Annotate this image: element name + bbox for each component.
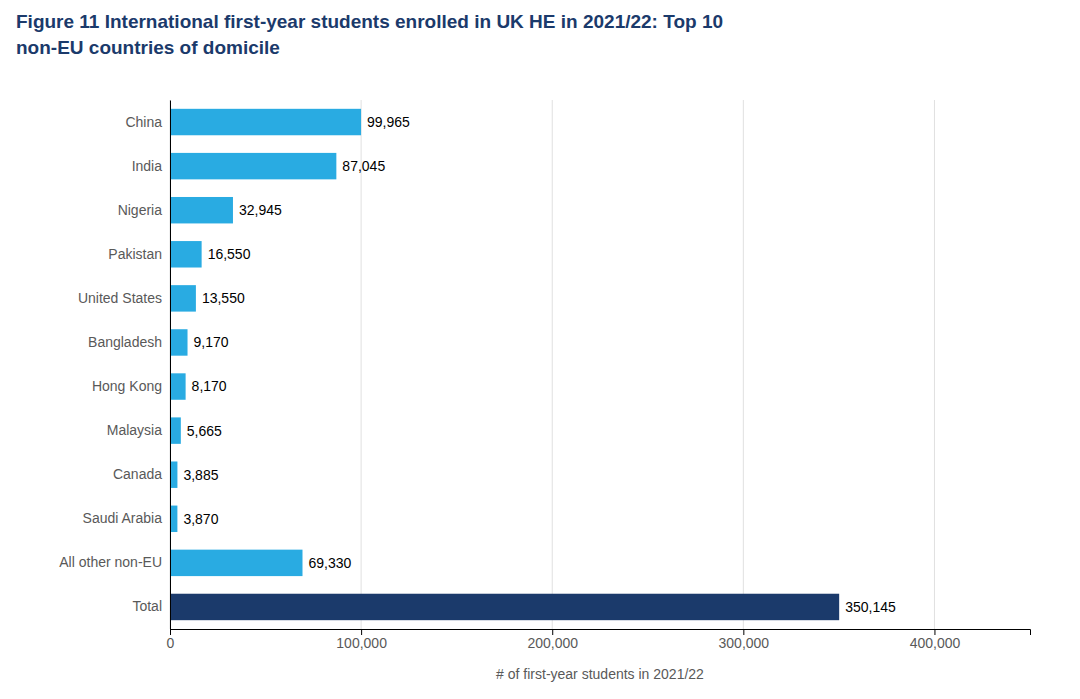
- data-label: 99,965: [367, 114, 410, 130]
- y-tick-label: Malaysia: [107, 422, 162, 438]
- y-tick-label: United States: [78, 290, 162, 306]
- bar: [170, 109, 361, 135]
- bars: [170, 109, 839, 620]
- y-tick: Nigeria: [118, 202, 163, 218]
- y-tick-label: Pakistan: [108, 246, 162, 262]
- bar: [170, 153, 336, 179]
- x-tick-label: 200,000: [527, 635, 578, 651]
- bar: [170, 417, 181, 443]
- y-tick: India: [132, 158, 163, 174]
- data-label: 5,665: [187, 423, 222, 439]
- title: Figure 11 International first-year stude…: [16, 11, 723, 32]
- x-tick: 400,000: [910, 629, 961, 651]
- bar: [170, 285, 196, 311]
- data-label: 16,550: [208, 246, 251, 262]
- bar: [170, 506, 177, 532]
- x-tick: 300,000: [719, 629, 770, 651]
- grid-line: [934, 100, 935, 629]
- bar: [170, 373, 186, 399]
- y-tick-label: India: [132, 158, 163, 174]
- x-tick: 200,000: [527, 629, 578, 651]
- x-tick: 0: [167, 629, 175, 651]
- y-tick: Malaysia: [107, 422, 162, 438]
- data-label: 87,045: [342, 158, 385, 174]
- y-axis: Total All other non-EU Saudi Arabia Canada M…: [59, 101, 170, 630]
- data-labels: 350,145 69,330 3,870 3,885 5,665 8,170 9,170 13…: [183, 114, 896, 615]
- y-tick: United States: [78, 290, 162, 306]
- chart: Figure 11 International first-year stude…: [0, 0, 1080, 699]
- x-tick-label: 100,000: [336, 635, 387, 651]
- bar: [170, 461, 177, 487]
- y-tick: Hong Kong: [92, 378, 162, 394]
- bar: [170, 197, 233, 223]
- y-tick: Canada: [113, 466, 162, 482]
- y-tick: Bangladesh: [88, 334, 162, 350]
- grid-line: [743, 100, 744, 629]
- bar: [170, 550, 302, 576]
- y-tick-label: Hong Kong: [92, 378, 162, 394]
- data-label: 9,170: [194, 334, 229, 350]
- x-tick-label: 0: [167, 635, 175, 651]
- data-label: 350,145: [845, 599, 896, 615]
- y-tick-label: Bangladesh: [88, 334, 162, 350]
- data-label: 3,870: [183, 511, 218, 527]
- data-label: 32,945: [239, 202, 282, 218]
- grid-line: [170, 100, 171, 629]
- y-tick: China: [125, 114, 162, 130]
- x-axis-title: # of first-year students in 2021/22: [496, 666, 704, 682]
- y-tick: All other non-EU: [59, 554, 162, 570]
- bar: [170, 241, 202, 267]
- bar: [170, 594, 839, 620]
- y-tick-label: Nigeria: [118, 202, 163, 218]
- x-tick-label: 300,000: [719, 635, 770, 651]
- y-tick-label: Canada: [113, 466, 162, 482]
- data-label: 69,330: [308, 555, 351, 571]
- y-tick-label: Saudi Arabia: [83, 510, 163, 526]
- y-tick: Pakistan: [108, 246, 162, 262]
- x-axis-line: [171, 630, 1031, 636]
- bar: [170, 329, 188, 355]
- data-label: 3,885: [183, 467, 218, 483]
- y-axis-line: [170, 101, 171, 630]
- subtitle: non-EU countries of domicile: [16, 37, 280, 58]
- y-tick-label: China: [125, 114, 162, 130]
- data-label: 13,550: [202, 290, 245, 306]
- grid: [170, 100, 934, 629]
- y-tick: Saudi Arabia: [83, 510, 163, 526]
- x-axis: 0 100,000 200,000 300,000 400,000: [167, 629, 1031, 651]
- grid-line: [361, 100, 362, 629]
- x-tick: 100,000: [336, 629, 387, 651]
- x-tick-label: 400,000: [910, 635, 961, 651]
- y-tick: Total: [132, 598, 162, 614]
- y-tick-label: All other non-EU: [59, 554, 162, 570]
- data-label: 8,170: [192, 378, 227, 394]
- grid-line: [552, 100, 553, 629]
- y-tick-label: Total: [132, 598, 162, 614]
- plot: 350,145 69,330 3,870 3,885 5,665 8,170 9,170 13…: [59, 100, 1030, 682]
